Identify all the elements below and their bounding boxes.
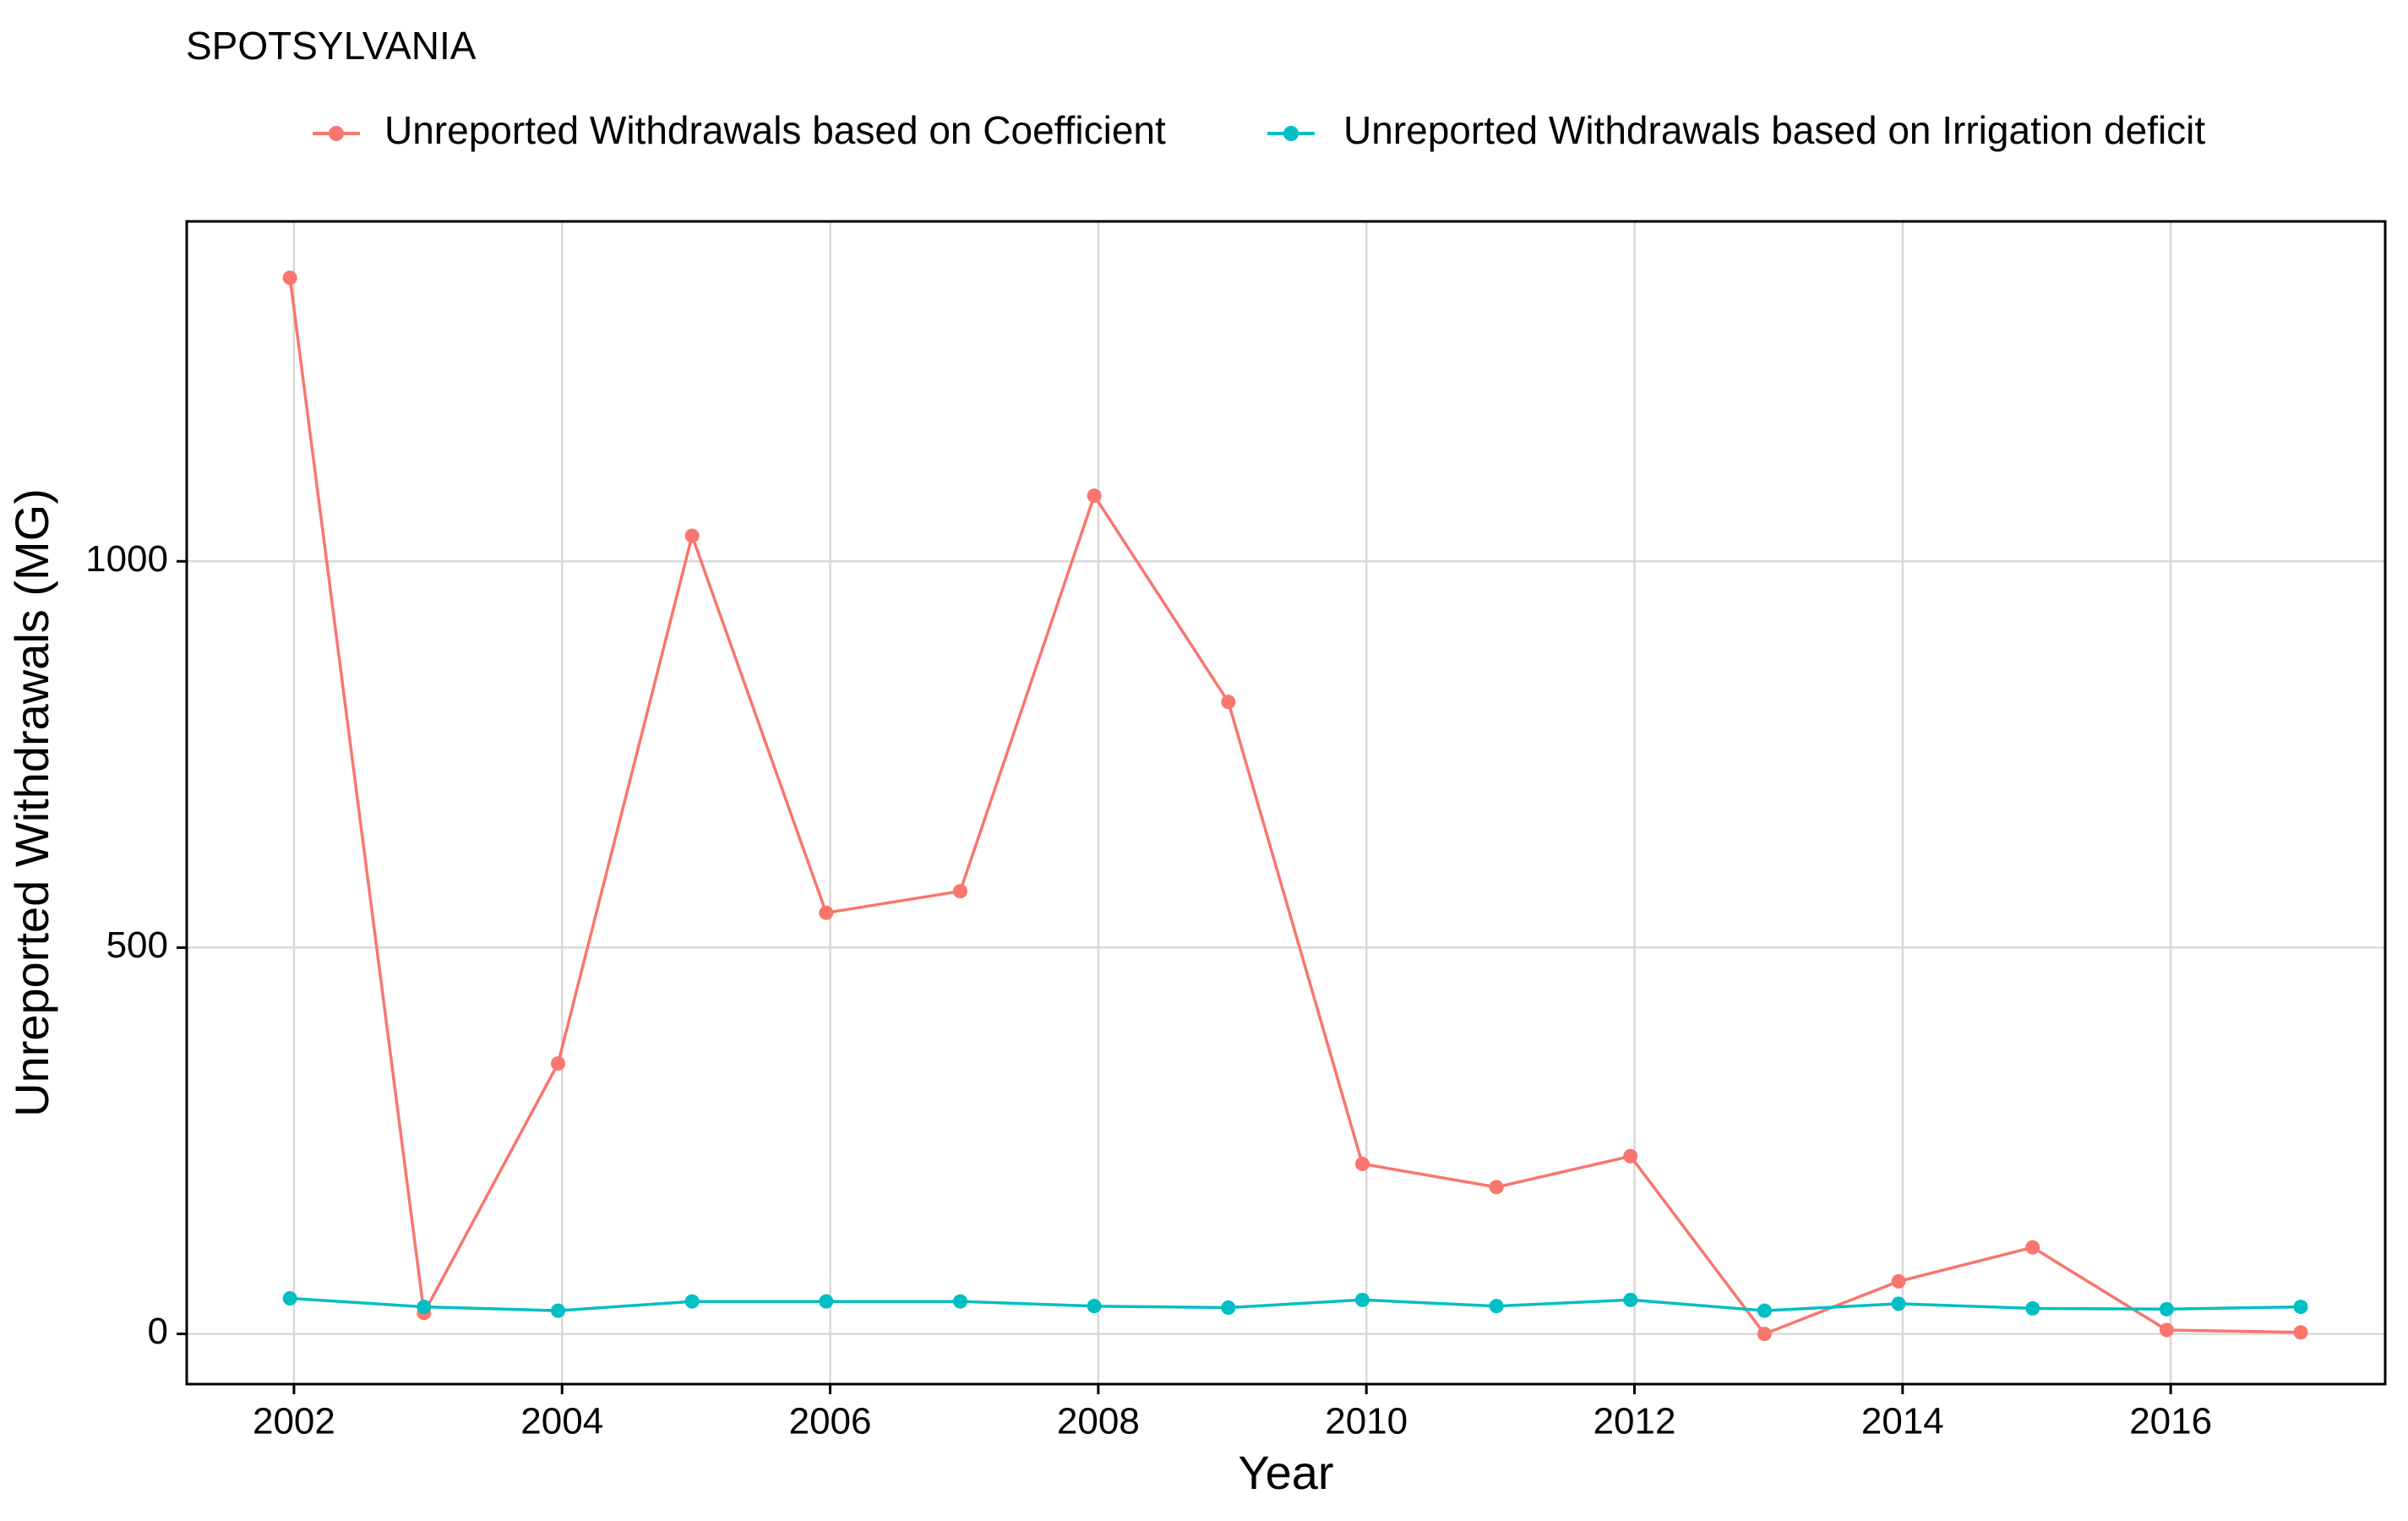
x-tick-label: 2006 — [789, 1401, 872, 1442]
series-line-irrigation-deficit — [290, 1296, 2302, 1312]
data-point-coefficient[interactable] — [819, 905, 834, 920]
x-tick-label: 2010 — [1325, 1401, 1408, 1442]
data-point-irrigation-deficit[interactable] — [1087, 1299, 1102, 1314]
x-tick-label: 2008 — [1057, 1401, 1140, 1442]
data-point-irrigation-deficit[interactable] — [2159, 1301, 2174, 1317]
data-point-coefficient[interactable] — [684, 528, 700, 543]
x-tick-label: 2004 — [520, 1401, 603, 1442]
data-point-irrigation-deficit[interactable] — [1221, 1300, 1236, 1315]
y-tick-label: 0 — [148, 1311, 168, 1352]
legend-label-irrigation-deficit: Unreported Withdrawals based on Irrigati… — [1343, 108, 2205, 152]
data-point-irrigation-deficit[interactable] — [1891, 1296, 1906, 1311]
legend-key-point-irrigation-deficit — [1283, 126, 1299, 141]
data-point-irrigation-deficit[interactable] — [1623, 1292, 1638, 1307]
data-point-irrigation-deficit[interactable] — [1354, 1292, 1370, 1307]
x-axis-title: Year — [1238, 1446, 1333, 1499]
legend-item-coefficient[interactable]: Unreported Withdrawals based on Coeffici… — [313, 108, 1166, 152]
legend-item-irrigation-deficit[interactable]: Unreported Withdrawals based on Irrigati… — [1267, 108, 2205, 152]
data-point-coefficient[interactable] — [1891, 1273, 1906, 1289]
data-point-irrigation-deficit[interactable] — [684, 1294, 700, 1309]
data-point-irrigation-deficit[interactable] — [1757, 1303, 1772, 1318]
x-tick-label: 2012 — [1594, 1401, 1676, 1442]
x-tick-label: 2016 — [2129, 1401, 2212, 1442]
data-point-irrigation-deficit[interactable] — [2293, 1300, 2308, 1315]
data-point-coefficient[interactable] — [2159, 1322, 2174, 1338]
data-point-irrigation-deficit[interactable] — [819, 1294, 834, 1309]
data-point-coefficient[interactable] — [2293, 1325, 2308, 1340]
x-tick-label: 2014 — [1861, 1401, 1944, 1442]
y-tick-label: 500 — [106, 924, 168, 966]
legend: Unreported Withdrawals based on Coeffici… — [313, 108, 2205, 152]
series-lines — [288, 277, 2302, 1336]
series-line-coefficient — [288, 277, 2302, 1336]
data-point-coefficient[interactable] — [1087, 488, 1102, 504]
data-point-coefficient[interactable] — [1623, 1148, 1638, 1164]
data-point-irrigation-deficit[interactable] — [282, 1291, 297, 1306]
data-point-irrigation-deficit[interactable] — [417, 1300, 432, 1315]
data-point-coefficient[interactable] — [282, 270, 297, 286]
y-tick-label: 1000 — [85, 538, 168, 580]
plot-panel-border — [185, 220, 2387, 1386]
data-point-irrigation-deficit[interactable] — [2025, 1300, 2040, 1316]
data-point-coefficient[interactable] — [1757, 1327, 1772, 1342]
series-points — [282, 270, 2308, 1342]
x-axis: 2002 2004 2006 2008 2010 2012 2014 2016 — [253, 1384, 2212, 1442]
data-point-irrigation-deficit[interactable] — [952, 1294, 967, 1309]
data-point-irrigation-deficit[interactable] — [550, 1303, 565, 1318]
legend-label-coefficient: Unreported Withdrawals based on Coeffici… — [384, 108, 1166, 152]
x-tick-label: 2002 — [253, 1401, 335, 1442]
data-point-coefficient[interactable] — [952, 884, 967, 899]
data-point-coefficient[interactable] — [2025, 1240, 2040, 1255]
data-point-coefficient[interactable] — [1221, 695, 1236, 710]
data-point-coefficient[interactable] — [550, 1056, 565, 1071]
gridlines — [187, 221, 2385, 1384]
data-point-coefficient[interactable] — [1489, 1180, 1504, 1195]
data-point-irrigation-deficit[interactable] — [1489, 1299, 1504, 1314]
y-axis: 0 500 1000 — [85, 538, 187, 1352]
legend-key-point-coefficient — [329, 126, 344, 141]
data-point-coefficient[interactable] — [1354, 1156, 1370, 1171]
y-axis-title: Unreported Withdrawals (MG) — [5, 488, 58, 1117]
chart-title: SPOTSYLVANIA — [186, 24, 477, 68]
